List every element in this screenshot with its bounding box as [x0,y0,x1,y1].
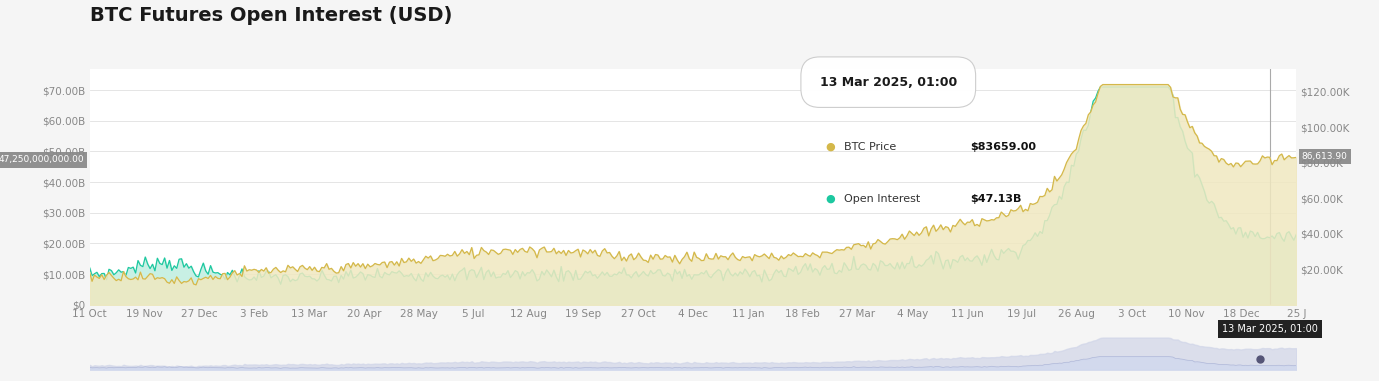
Text: ●: ● [826,194,836,204]
Text: $83659.00: $83659.00 [971,142,1037,152]
Text: 47,250,000,000.00: 47,250,000,000.00 [0,155,84,164]
Text: $47.13B: $47.13B [971,194,1022,204]
Text: 13 Mar 2025, 01:00: 13 Mar 2025, 01:00 [1222,324,1318,334]
Text: BTC Price: BTC Price [844,142,896,152]
Text: 13 Mar 2025, 01:00: 13 Mar 2025, 01:00 [819,76,957,89]
Text: Open Interest: Open Interest [844,194,920,204]
Text: 86,613.90: 86,613.90 [1302,152,1347,161]
Text: ●: ● [826,142,836,152]
Text: BTC Futures Open Interest (USD): BTC Futures Open Interest (USD) [90,6,452,25]
